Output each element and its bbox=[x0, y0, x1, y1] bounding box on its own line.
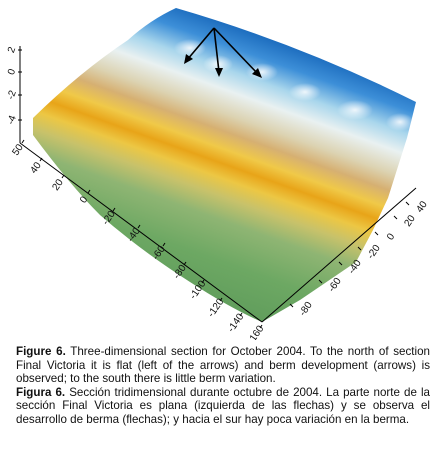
y-axis-tick-mark bbox=[21, 139, 25, 144]
terrain-surface bbox=[33, 8, 416, 322]
figure-caption: Figure 6. Three-dimensional section for … bbox=[16, 345, 430, 427]
x-axis-tick-mark bbox=[289, 303, 294, 308]
y-axis-tick-label: 50 bbox=[10, 142, 26, 158]
x-axis-tick-mark bbox=[318, 279, 323, 284]
y-axis-tick-mark bbox=[39, 157, 43, 162]
y-axis-tick-label: -140 bbox=[226, 311, 247, 334]
z-axis-ticks: 2 0 -2 -4 bbox=[5, 45, 22, 126]
y-axis-tick-mark bbox=[87, 189, 91, 194]
y-axis-tick-label: 20 bbox=[50, 177, 66, 193]
x-axis-tick-mark bbox=[374, 231, 379, 236]
x-axis-tick-mark bbox=[338, 261, 343, 266]
caption-english-text: Three-dimensional section for October 20… bbox=[16, 345, 430, 386]
y-axis-tick-mark bbox=[219, 297, 223, 302]
caption-english: Figure 6. Three-dimensional section for … bbox=[16, 345, 430, 386]
y-axis-tick-label: 0 bbox=[78, 194, 90, 205]
x-axis-tick-label: 0 bbox=[385, 231, 397, 242]
surface-plot-figure: 20-2-4 5040200-20-40-60-80-100-120-140-1… bbox=[5, 8, 430, 340]
x-axis-tick-mark bbox=[357, 246, 362, 251]
x-axis-tick-label: 40 bbox=[414, 199, 430, 215]
caption-spanish: Figura 6. Sección tridimensional durante… bbox=[16, 386, 430, 427]
z-axis-tick-label: 0 bbox=[6, 67, 18, 76]
y-axis-tick-mark bbox=[259, 324, 263, 329]
caption-english-label: Figure 6. bbox=[16, 345, 66, 358]
y-axis-tick-mark bbox=[201, 279, 205, 284]
y-axis-tick-mark bbox=[183, 261, 187, 266]
y-axis-line bbox=[19, 142, 263, 323]
x-axis-tick-label: 20 bbox=[402, 213, 418, 229]
y-axis-tick-mark bbox=[61, 174, 65, 179]
y-axis-tick-label: 40 bbox=[28, 160, 44, 176]
z-axis-tick-label: -2 bbox=[5, 89, 19, 102]
y-axis-tick-mark bbox=[137, 224, 141, 229]
berm-arrows bbox=[184, 27, 262, 78]
x-axis-tick-mark bbox=[393, 215, 398, 220]
caption-spanish-label: Figura 6. bbox=[16, 385, 66, 399]
y-axis-tick-label: -160 bbox=[246, 323, 267, 340]
x-axis-line bbox=[261, 187, 417, 323]
y-axis-tick-mark bbox=[239, 312, 243, 317]
y-axis-tick-mark bbox=[112, 207, 116, 212]
x-axis-tick-mark bbox=[405, 201, 410, 206]
x-axis-tick-label: -20 bbox=[365, 243, 383, 262]
z-axis-tick-label: 2 bbox=[6, 45, 18, 54]
z-axis-tick-label: -4 bbox=[5, 114, 19, 127]
x-axis-tick-label: -80 bbox=[297, 300, 315, 319]
caption-spanish-text: Sección tridimensional durante octubre d… bbox=[16, 385, 430, 426]
y-axis-tick-mark bbox=[162, 242, 166, 247]
